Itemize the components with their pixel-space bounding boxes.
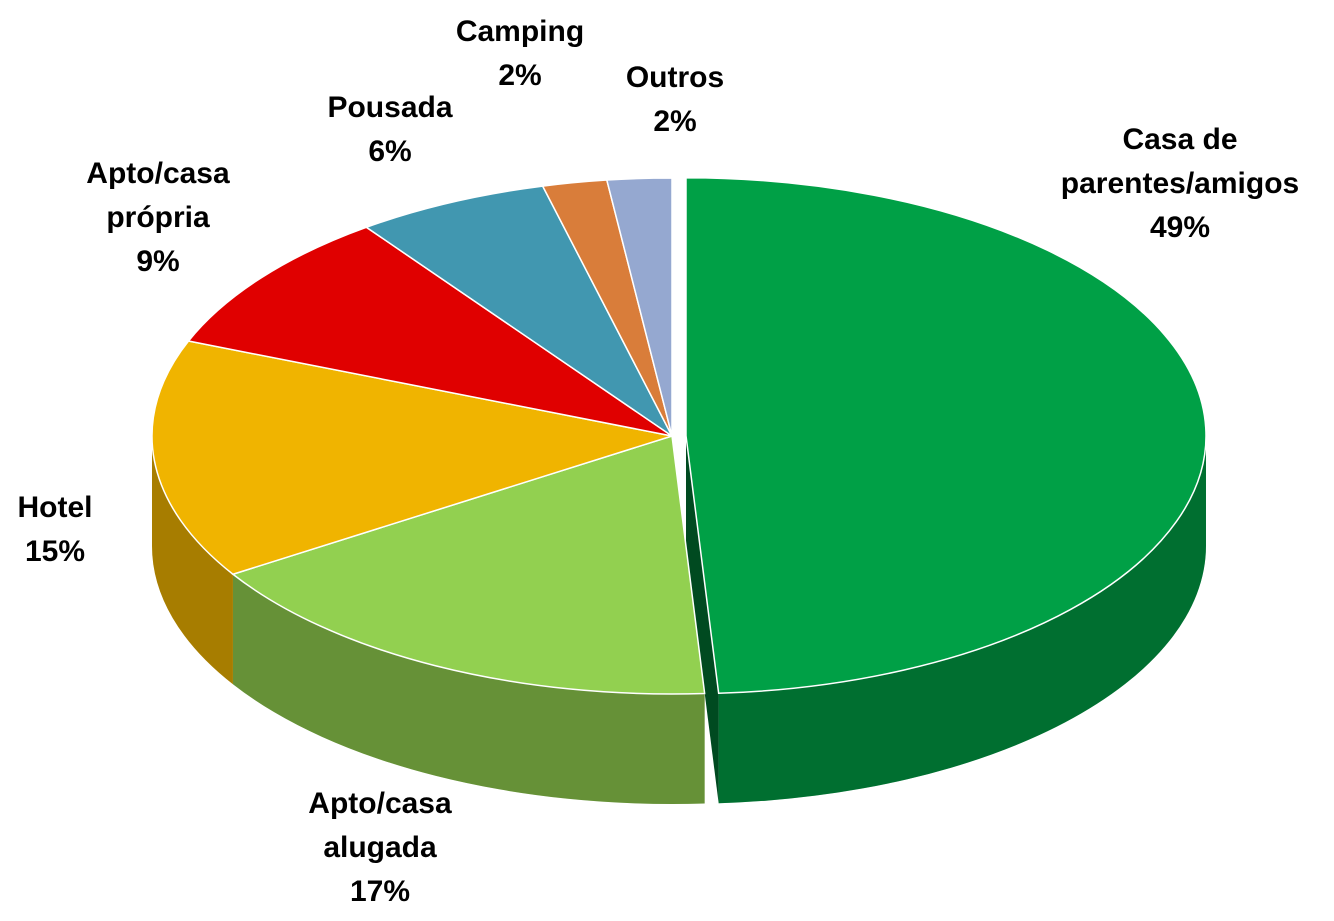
category-label: Camping	[455, 15, 585, 48]
category-label: Hotel	[17, 491, 93, 524]
value-label: 2%	[653, 105, 697, 138]
slice	[187, 226, 673, 437]
slice	[685, 177, 1207, 695]
category-label: Apto/casa alugada	[308, 787, 452, 864]
slice-side-shade	[718, 435, 1206, 804]
slice-side-shade	[152, 436, 233, 685]
slice	[364, 185, 673, 437]
slice-label: Apto/casa alugada 17%	[280, 782, 480, 914]
slice-label: Hotel 15%	[0, 486, 115, 574]
value-label: 17%	[349, 875, 411, 908]
value-label: 9%	[136, 245, 180, 278]
slice	[231, 435, 706, 695]
slice	[605, 177, 673, 437]
value-label: 6%	[368, 135, 412, 168]
slice-side	[152, 436, 233, 685]
slice-label: Pousada 6%	[290, 86, 490, 174]
slice-label: Outros 2%	[600, 56, 750, 144]
slice-side	[232, 574, 705, 804]
value-label: 49%	[1149, 211, 1211, 244]
slice	[151, 340, 673, 576]
value-label: 2%	[498, 59, 542, 92]
slice-label: Apto/casa própria 9%	[58, 152, 258, 284]
slice-side-shade	[232, 574, 705, 804]
category-label: Apto/casa própria	[86, 157, 230, 234]
category-label: Outros	[625, 61, 725, 94]
slice-edge	[685, 435, 719, 804]
slice-side	[718, 435, 1206, 804]
category-label: Casa de parentes/amigos	[1060, 123, 1300, 200]
category-label: Pousada	[327, 91, 453, 124]
slice-label: Casa de parentes/amigos 49%	[1050, 118, 1310, 250]
value-label: 15%	[24, 535, 86, 568]
slice-label: Camping 2%	[420, 10, 620, 98]
